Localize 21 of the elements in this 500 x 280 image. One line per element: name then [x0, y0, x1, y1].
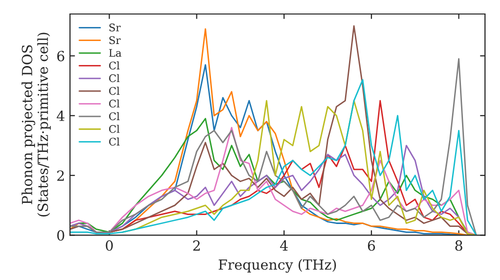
legend-label: Cl [109, 99, 120, 108]
x-axis-title: Frequency (THz) [218, 259, 336, 273]
legend-label: Cl [109, 74, 120, 82]
x-tick-label: 2 [193, 240, 200, 251]
y-axis-title: Phonon projected DOS (States/THz·primitive cell) [22, 32, 51, 216]
legend-label: Sr [109, 36, 121, 44]
y-tick-label: 2 [57, 170, 64, 181]
y-tick-label: 0 [57, 230, 64, 241]
y-tick-label: 6 [57, 50, 64, 62]
legend-label: Cl [109, 86, 120, 95]
x-tick-label: 4 [280, 240, 288, 251]
legend-label: La [109, 49, 122, 57]
x-tick-label: 6 [368, 240, 375, 251]
x-tick-label: 0 [106, 240, 113, 251]
x-tick-label: 8 [455, 240, 462, 251]
legend-label: Sr [109, 24, 121, 32]
legend-label: Cl [109, 124, 120, 133]
legend-label: Cl [109, 138, 120, 146]
legend-label: Cl [109, 61, 120, 70]
legend-label: Cl [109, 112, 120, 120]
y-tick-label: 4 [56, 110, 64, 121]
